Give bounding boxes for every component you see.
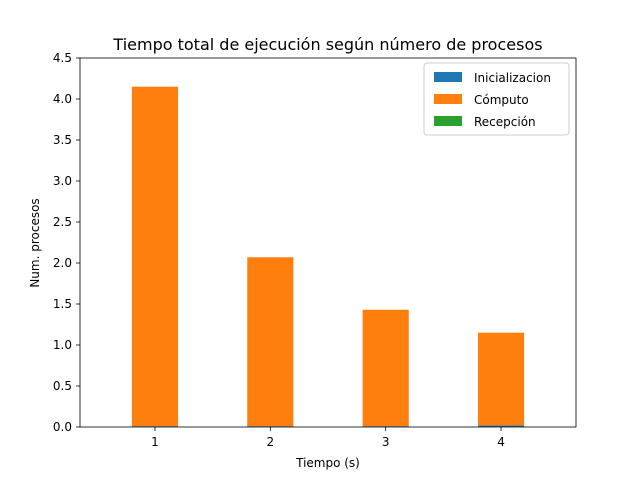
x-tick-label-2: 3 [382, 435, 390, 449]
legend-swatch-2 [434, 116, 462, 126]
y-tick-label-6: 3.0 [53, 174, 72, 188]
bar-1-0 [131, 86, 179, 427]
y-tick-label-3: 1.5 [53, 297, 72, 311]
y-tick-label-5: 2.5 [53, 215, 72, 229]
bar-0-3 [477, 425, 525, 427]
y-tick-label-1: 0.5 [53, 379, 72, 393]
y-tick-label-9: 4.5 [53, 51, 72, 65]
y-tick-label-8: 4.0 [53, 92, 72, 106]
x-tick-label-3: 4 [497, 435, 505, 449]
legend-label-0: Inicializacion [474, 71, 551, 85]
plot-area: 1 2 3 4 0.0 0.5 1.0 1.5 2.0 2.5 3.0 3.5 4.0 4.5 [53, 51, 577, 449]
legend-label-1: Cómputo [474, 93, 529, 107]
bar-0-0 [131, 426, 179, 427]
x-tick-label-1: 2 [267, 435, 275, 449]
y-tick-label-2: 1.0 [53, 338, 72, 352]
x-tick-label-0: 1 [151, 435, 159, 449]
axes-frame [79, 57, 577, 428]
legend-label-2: Recepción [474, 115, 536, 129]
bar-0-2 [362, 426, 409, 427]
bar-1-3 [477, 332, 525, 426]
chart-title: Tiempo total de ejecución según número d… [112, 35, 542, 54]
y-axis-label: Num. procesos [28, 198, 42, 287]
bar-0-1 [247, 426, 294, 427]
y-tick-label-0: 0.0 [53, 420, 72, 434]
x-axis-label: Tiempo (s) [295, 456, 360, 470]
legend-swatch-0 [434, 72, 462, 82]
y-tick-label-4: 2.0 [53, 256, 72, 270]
y-tick-label-7: 3.5 [53, 133, 72, 147]
bar-1-2 [362, 309, 409, 427]
legend: Inicializacion Cómputo Recepción [423, 62, 570, 136]
legend-swatch-1 [434, 94, 462, 104]
bar-1-1 [247, 257, 294, 427]
